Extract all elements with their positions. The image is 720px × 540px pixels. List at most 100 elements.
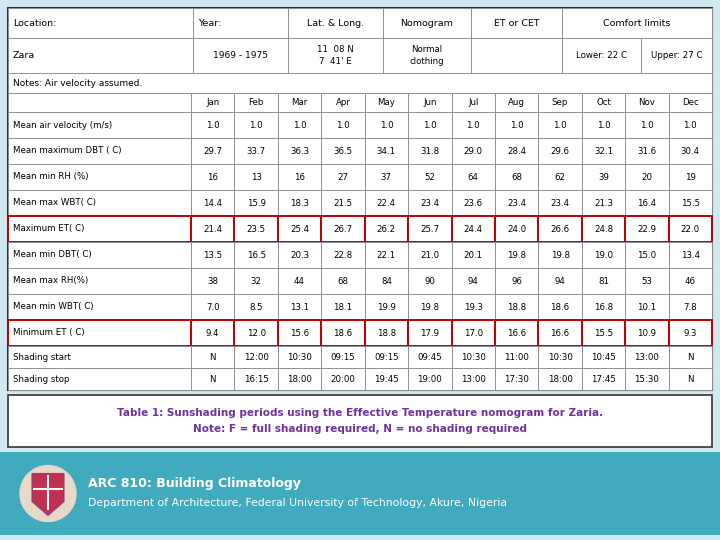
Text: Table 1: Sunshading periods using the Effective Temperature nomogram for Zaria.: Table 1: Sunshading periods using the Ef… [117,408,603,418]
Text: 23.4: 23.4 [551,199,570,207]
Bar [451,268,495,294]
Text: 1.0: 1.0 [467,120,480,130]
Bar [191,368,235,390]
Text: Comfort limits: Comfort limits [603,18,671,28]
Text: 09:45: 09:45 [418,353,442,361]
Bar [364,138,408,164]
Text: 96: 96 [511,276,522,286]
Text: 19.8: 19.8 [420,302,439,312]
Bar [539,93,582,112]
Bar [193,8,288,38]
Bar [539,112,582,138]
Text: 22.1: 22.1 [377,251,396,260]
Text: N: N [687,375,693,383]
Text: 17:45: 17:45 [591,375,616,383]
Text: 22.0: 22.0 [680,225,700,233]
Bar [539,320,582,346]
Bar [191,112,235,138]
Text: 68: 68 [511,172,522,181]
Bar [582,112,625,138]
Bar [364,112,408,138]
Bar [321,164,364,190]
Text: 1.0: 1.0 [423,120,436,130]
Text: 16.8: 16.8 [594,302,613,312]
Text: 17:30: 17:30 [504,375,529,383]
Bar [278,242,321,268]
Bar [278,164,321,190]
Bar [451,93,495,112]
Text: Location:: Location: [13,18,56,28]
Bar [8,320,191,346]
Bar [641,38,712,73]
Text: 46: 46 [685,276,696,286]
Text: 18.6: 18.6 [333,328,353,338]
Text: 17.9: 17.9 [420,328,439,338]
Bar [321,138,364,164]
Text: 33.7: 33.7 [246,146,266,156]
Bar [8,190,191,216]
Text: 10:30: 10:30 [461,353,486,361]
Text: ET or CET: ET or CET [494,18,539,28]
Bar [625,320,669,346]
Text: 19:45: 19:45 [374,375,399,383]
Bar [495,242,539,268]
Bar [495,320,539,346]
Text: 1.0: 1.0 [206,120,220,130]
Bar [364,190,408,216]
Bar [451,164,495,190]
Text: 38: 38 [207,276,218,286]
Bar [625,268,669,294]
Bar [408,216,451,242]
Bar [669,320,712,346]
Text: Year:: Year: [198,18,221,28]
Circle shape [20,465,76,522]
Text: 68: 68 [338,276,348,286]
Text: 23.4: 23.4 [420,199,439,207]
Bar [278,268,321,294]
Bar [191,190,235,216]
Polygon shape [32,474,64,516]
Text: 29.7: 29.7 [203,146,222,156]
Bar [8,216,191,242]
Text: 15.0: 15.0 [637,251,657,260]
Text: Apr: Apr [336,98,351,107]
Text: 18.1: 18.1 [333,302,353,312]
Text: 18.8: 18.8 [507,302,526,312]
Bar [8,8,712,390]
Text: 16: 16 [294,172,305,181]
Text: 19.0: 19.0 [594,251,613,260]
Bar [669,294,712,320]
Text: 32: 32 [251,276,261,286]
Text: 1.0: 1.0 [249,120,263,130]
Text: Nov: Nov [639,98,655,107]
Bar [364,346,408,368]
Text: 09:15: 09:15 [330,353,356,361]
Text: Sep: Sep [552,98,568,107]
Text: 1.0: 1.0 [553,120,567,130]
Text: 21.5: 21.5 [333,199,353,207]
Text: Minimum ET ( C): Minimum ET ( C) [13,328,85,338]
Text: 13: 13 [251,172,261,181]
Bar [235,346,278,368]
Bar [235,216,278,242]
Text: Mean min DBT( C): Mean min DBT( C) [13,251,91,260]
Bar [235,190,278,216]
Bar [8,395,712,447]
Text: 13.5: 13.5 [203,251,222,260]
Text: 18:00: 18:00 [548,375,572,383]
Bar [562,38,641,73]
Text: 10.1: 10.1 [637,302,657,312]
Bar [669,112,712,138]
Bar [8,138,191,164]
Bar [321,216,364,242]
Text: Notes: Air velocity assumed.: Notes: Air velocity assumed. [13,78,143,87]
Bar [278,93,321,112]
Bar [191,346,235,368]
Text: Oct: Oct [596,98,611,107]
Bar [539,242,582,268]
Text: N: N [687,353,693,361]
Bar [8,73,712,93]
Text: 25.4: 25.4 [290,225,309,233]
Bar [539,268,582,294]
Bar [408,242,451,268]
